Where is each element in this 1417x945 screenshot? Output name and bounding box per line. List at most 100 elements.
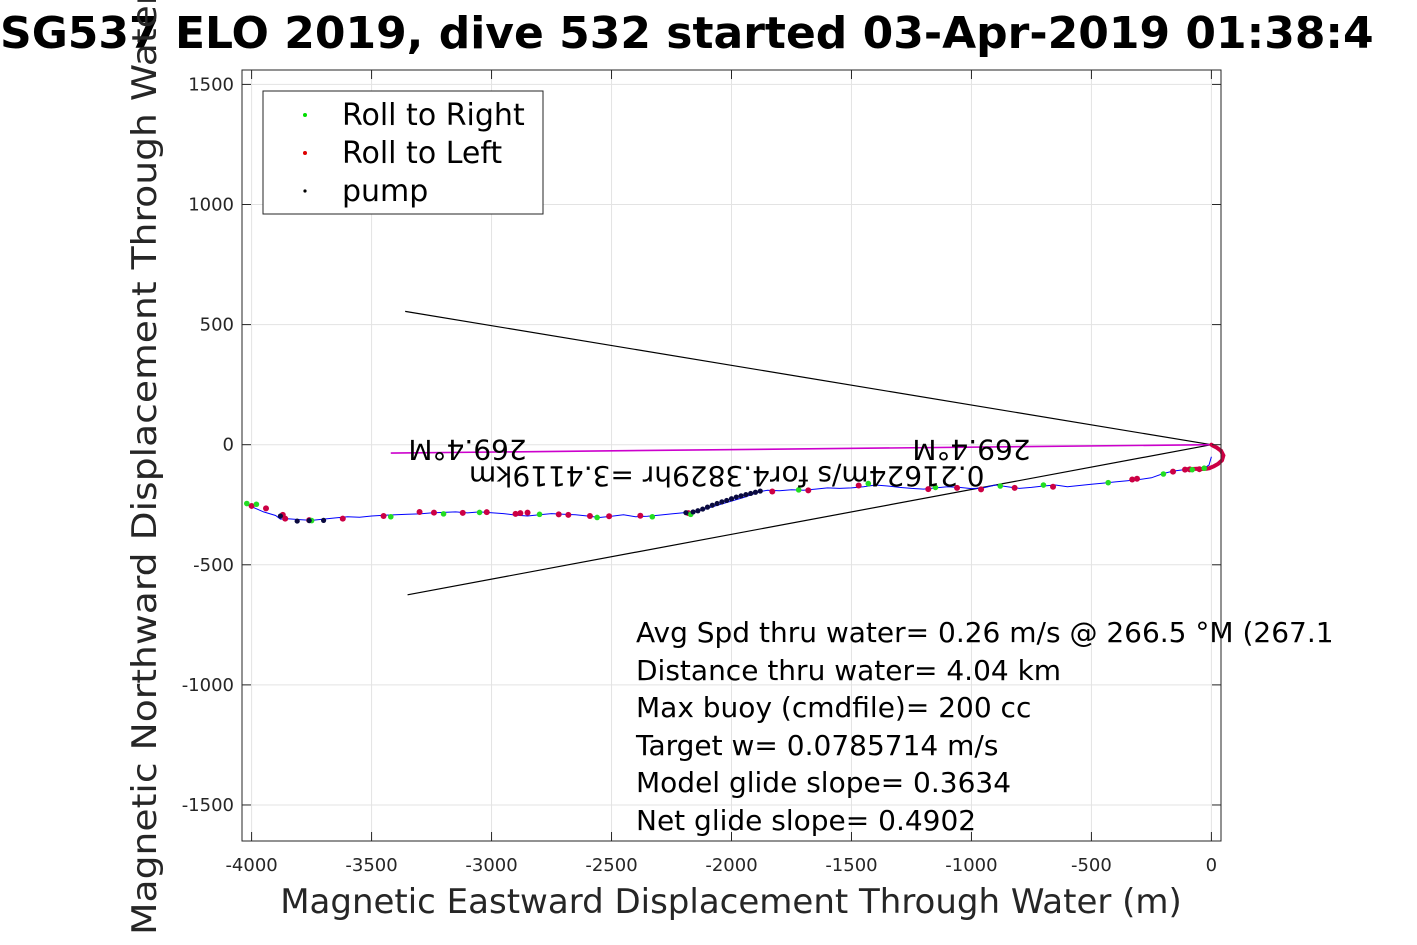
y-tick-label: 1500: [188, 74, 234, 95]
bearing-cone-line: [405, 310, 1212, 446]
legend-label-roll-left: Roll to Left: [342, 136, 502, 171]
x-tick-labels: -4000 -3500 -3000 -2500 -2000 -1500 -1000 -500 0: [225, 855, 1217, 876]
x-tick-label: 0: [1206, 855, 1217, 876]
roll-right-point: [1105, 479, 1112, 486]
y-tick-label: 1000: [188, 195, 234, 216]
roll-left-point: [517, 510, 524, 517]
roll-left-point: [978, 486, 985, 493]
roll-left-point: [248, 502, 255, 509]
roll-left-point: [524, 509, 531, 516]
roll-right-point: [387, 513, 394, 520]
pump-point: [733, 494, 739, 500]
pump-point: [320, 517, 327, 523]
pump-point: [294, 518, 300, 524]
x-tick-label: -1000: [945, 855, 997, 876]
annotation-model-glide-slope: Model glide slope= 0.3634: [636, 766, 1011, 799]
roll-left-point: [459, 509, 466, 516]
pump-point: [738, 493, 744, 499]
legend-label-pump: pump: [342, 174, 428, 209]
pump-point: [724, 497, 730, 504]
x-tick-label: -4000: [225, 855, 277, 876]
roll-left-point: [1182, 466, 1189, 473]
roll-left-point: [954, 484, 961, 491]
roll-left-point: [1050, 483, 1057, 490]
pump-point: [306, 517, 312, 524]
roll-right-point: [865, 480, 872, 487]
data-points: [243, 465, 1208, 524]
x-tick-label: -3000: [465, 855, 517, 876]
roll-left-point: [1196, 466, 1203, 473]
bearing-cone-lines: [405, 310, 1212, 596]
roll-left-point: [262, 505, 269, 512]
roll-left-point: [586, 513, 593, 520]
roll-right-point: [440, 511, 447, 517]
legend: Roll to Right Roll to Left pump: [262, 90, 544, 215]
annotation-net-glide-slope: Net glide slope= 0.4902: [636, 804, 976, 837]
tick-marks: [242, 70, 1221, 841]
roll-right-point: [649, 513, 656, 520]
roll-left-point: [1129, 476, 1136, 483]
pump-point: [700, 506, 706, 512]
pump-point: [277, 513, 283, 519]
roll-left-point: [805, 487, 812, 494]
roll-left-point: [606, 513, 613, 520]
pump-point: [704, 504, 711, 510]
roll-right-point: [476, 509, 483, 516]
pump-point: [748, 490, 754, 497]
y-tick-labels: -1500 -1000 -500 0 500 1000 1500: [182, 74, 234, 816]
x-tick-label: -2000: [705, 855, 757, 876]
flipped-labels: 269.4°M 269.4°M0.21624m/s for4.3829hr =3.…: [408, 433, 1030, 492]
flipped-label: 269.4°M: [912, 433, 1030, 466]
roll-left-point: [1134, 475, 1141, 482]
roll-left-point: [855, 482, 862, 489]
roll-right-point: [932, 484, 939, 491]
roll-left-point: [483, 509, 490, 516]
y-axis-label: Magnetic Northward Displacement Through …: [125, 0, 165, 935]
y-tick-label: -1500: [182, 795, 234, 816]
pump-point: [743, 492, 749, 498]
pump-point: [752, 489, 759, 495]
legend-box: [262, 90, 544, 215]
roll-left-point: [416, 508, 423, 515]
roll-left-point: [512, 510, 519, 517]
roll-left-point: [339, 515, 346, 522]
flipped-label: 269.4°M: [408, 433, 526, 466]
annotation-target-w: Target w= 0.0785714 m/s: [635, 729, 998, 762]
legend-marker-pump: [303, 189, 307, 193]
chart-title: SG537 ELO 2019, dive 532 started 03-Apr-…: [0, 8, 1374, 59]
roll-left-point: [380, 513, 387, 520]
pump-point: [757, 488, 763, 494]
roll-right-point: [243, 500, 250, 507]
roll-right-point: [253, 501, 260, 508]
x-tick-label: -500: [1071, 855, 1112, 876]
roll-right-point: [1201, 465, 1208, 472]
x-tick-label: -1500: [825, 855, 877, 876]
roll-left-point: [1170, 468, 1177, 475]
roll-left-point: [1011, 484, 1018, 491]
roll-right-point: [1189, 466, 1196, 473]
pump-point: [695, 508, 701, 514]
annotation-distance: Distance thru water= 4.04 km: [636, 654, 1061, 687]
pump-point: [719, 499, 725, 505]
roll-left-point: [430, 509, 437, 516]
bearing-cone-line: [407, 444, 1212, 596]
legend-marker-roll-left: [303, 151, 307, 155]
roll-right-point: [594, 514, 600, 521]
pump-point: [709, 502, 715, 508]
roll-left-point: [637, 512, 644, 519]
pump-point: [683, 510, 689, 516]
roll-right-point: [536, 511, 543, 518]
x-tick-label: -3500: [345, 855, 397, 876]
roll-left-point: [925, 486, 932, 493]
y-tick-label: 500: [200, 315, 234, 336]
heading-vector: [390, 443, 1212, 454]
roll-left-point: [769, 488, 776, 495]
roll-right-point: [795, 487, 802, 493]
y-tick-label: -500: [193, 555, 234, 576]
annotation-max-buoy: Max buoy (cmdfile)= 200 cc: [636, 691, 1031, 724]
pump-point: [714, 500, 720, 507]
x-axis-label: Magnetic Eastward Displacement Through W…: [280, 882, 1182, 922]
annotation-avg-speed: Avg Spd thru water= 0.26 m/s @ 266.5 °M …: [636, 616, 1334, 649]
y-tick-label: -1000: [182, 675, 234, 696]
